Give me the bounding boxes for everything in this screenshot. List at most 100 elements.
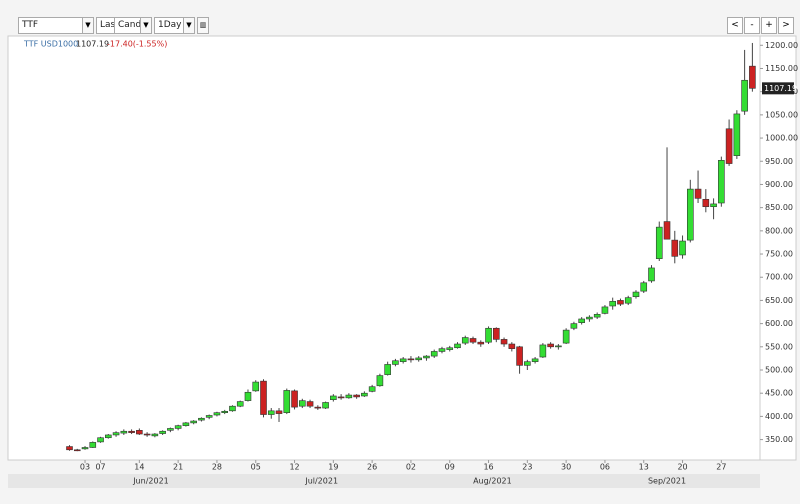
y-tick-label: 950.00 xyxy=(765,157,793,166)
y-tick-label: 600.00 xyxy=(765,319,793,328)
candle-body xyxy=(283,390,291,413)
candle-body xyxy=(330,395,337,400)
x-tick-label: 30 xyxy=(561,463,571,472)
dropdown-arrow[interactable]: ▼ xyxy=(183,17,195,34)
candle-body xyxy=(531,358,539,362)
candle-body xyxy=(213,412,221,416)
candle-body xyxy=(718,160,725,204)
candle-body xyxy=(384,364,391,375)
x-tick-label: 14 xyxy=(134,463,144,472)
candle-body xyxy=(229,405,236,412)
x-tick-label: 06 xyxy=(600,463,610,472)
candle-body xyxy=(190,420,197,424)
candle-body xyxy=(415,357,423,361)
y-axis-area xyxy=(759,35,797,461)
candle-body xyxy=(454,343,461,349)
candle-body xyxy=(570,323,578,329)
candle-body xyxy=(624,297,632,304)
candle-body xyxy=(252,381,260,392)
candle-body xyxy=(112,432,120,436)
candle-body xyxy=(143,433,151,436)
candle-body xyxy=(97,437,104,443)
candle-body xyxy=(182,422,190,426)
nav-button[interactable]: > xyxy=(778,17,794,34)
candle-body xyxy=(702,198,710,208)
x-tick-label: 19 xyxy=(328,463,338,472)
last-price: 1107.19 xyxy=(76,40,109,49)
candle-body xyxy=(120,430,128,434)
price-change: -17.40(-1.55%) xyxy=(107,40,167,49)
plot-area xyxy=(7,35,761,461)
candle-body xyxy=(686,188,694,241)
y-tick-label: 900.00 xyxy=(765,180,793,189)
candle-body xyxy=(73,449,81,452)
candle-body xyxy=(578,318,585,323)
y-tick-label: 1050.00 xyxy=(765,110,798,119)
candle-body xyxy=(562,329,570,344)
candle-body xyxy=(555,345,562,348)
candle-body xyxy=(632,291,640,298)
y-tick-label: 800.00 xyxy=(765,226,793,235)
candle-body xyxy=(423,355,430,359)
x-tick-label: 23 xyxy=(522,463,532,472)
month-label: Jul/2021 xyxy=(304,477,338,486)
candle-body xyxy=(167,428,174,431)
nav-button[interactable]: < xyxy=(727,17,743,34)
symbol-select[interactable]: TTF USD/100 xyxy=(18,17,84,45)
candle-body xyxy=(275,410,283,414)
candle-body xyxy=(663,221,671,240)
candle-body xyxy=(236,401,244,407)
y-tick-label: 650.00 xyxy=(765,296,793,305)
candle-body xyxy=(221,410,228,413)
candle-body xyxy=(524,361,531,366)
candle-body xyxy=(446,347,454,350)
y-tick-label: 1150.00 xyxy=(765,64,798,73)
candle-body xyxy=(477,341,485,345)
candle-body xyxy=(648,267,655,282)
candle-body xyxy=(66,446,73,451)
candle-body xyxy=(438,348,446,352)
candle-body xyxy=(601,306,609,314)
y-tick-label: 450.00 xyxy=(765,389,793,398)
x-tick-label: 02 xyxy=(406,463,416,472)
candle-body xyxy=(174,425,182,429)
x-tick-label: 03 xyxy=(80,463,90,472)
nav-button[interactable]: + xyxy=(761,17,777,34)
x-tick-label: 12 xyxy=(289,463,299,472)
last-price-tag-label: 1107.19 xyxy=(764,84,797,93)
candle-body xyxy=(345,394,353,399)
x-tick-label: 13 xyxy=(639,463,649,472)
settings-button[interactable]: ▥ xyxy=(197,17,209,34)
candle-body xyxy=(741,79,748,112)
y-tick-label: 1000.00 xyxy=(765,134,798,143)
candle-body xyxy=(430,351,438,357)
candle-body xyxy=(399,358,407,362)
y-tick-label: 550.00 xyxy=(765,342,793,351)
candle-body xyxy=(392,360,399,365)
candle-body xyxy=(136,430,143,435)
candle-body xyxy=(593,314,601,318)
dropdown-arrow[interactable]: ▼ xyxy=(82,17,94,34)
candle-body xyxy=(516,346,523,366)
candle-body xyxy=(306,401,314,407)
candle-body xyxy=(361,392,368,397)
candle-body xyxy=(492,327,500,340)
interval-select[interactable]: 1Day xyxy=(154,17,186,34)
candle-body xyxy=(105,434,112,439)
x-tick-label: 16 xyxy=(483,463,493,472)
x-tick-label: 28 xyxy=(212,463,222,472)
candle-body xyxy=(244,391,252,401)
nav-button[interactable]: - xyxy=(744,17,760,34)
candle-body xyxy=(89,442,97,448)
y-tick-label: 350.00 xyxy=(765,435,793,444)
candle-body xyxy=(198,417,205,421)
month-label: Aug/2021 xyxy=(473,477,512,486)
dropdown-arrow[interactable]: ▼ xyxy=(140,17,152,34)
candle-body xyxy=(128,430,135,433)
candle-body xyxy=(298,400,306,407)
candle-body xyxy=(671,239,679,257)
month-band xyxy=(8,474,760,488)
candle-body xyxy=(81,447,89,450)
candle-body xyxy=(407,358,415,361)
x-tick-label: 09 xyxy=(445,463,455,472)
